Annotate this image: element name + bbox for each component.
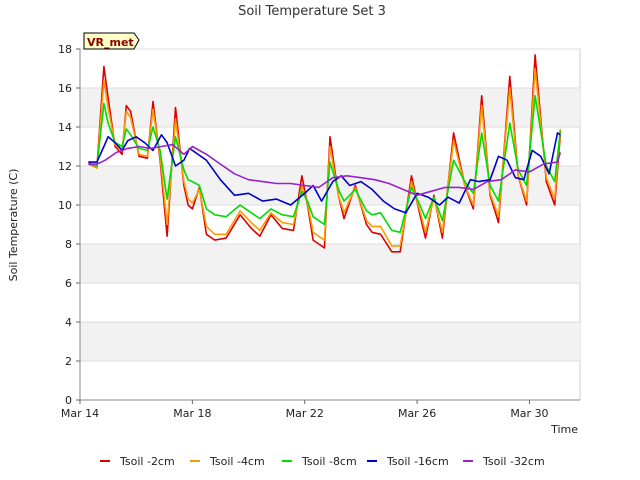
series-line-tsoil-8cm xyxy=(88,95,562,234)
y-tick-label: 16 xyxy=(58,82,72,95)
y-tick-label: 18 xyxy=(58,43,72,56)
vr-met-badge: VR_met xyxy=(83,32,140,50)
legend-label-tsoil-4cm: Tsoil -4cm xyxy=(209,455,265,468)
x-tick-label: Mar 18 xyxy=(173,407,211,420)
series-line-tsoil-16cm xyxy=(88,132,561,214)
x-tick-label: Mar 30 xyxy=(510,407,548,420)
y-tick-label: 4 xyxy=(65,316,72,329)
y-tick-label: 14 xyxy=(58,121,72,134)
legend-label-tsoil-2cm: Tsoil -2cm xyxy=(119,455,175,468)
series-line-tsoil-4cm xyxy=(88,67,562,247)
x-tick-label: Mar 22 xyxy=(286,407,324,420)
grid-band xyxy=(80,322,580,361)
legend-label-tsoil-8cm: Tsoil -8cm xyxy=(301,455,357,468)
y-axis-label: Soil Temperature (C) xyxy=(7,169,20,282)
y-tick-label: 10 xyxy=(58,199,72,212)
legend-label-tsoil-16cm: Tsoil -16cm xyxy=(386,455,449,468)
y-tick-label: 0 xyxy=(65,394,72,407)
y-tick-label: 12 xyxy=(58,160,72,173)
grid-band xyxy=(80,88,580,127)
y-tick-label: 2 xyxy=(65,355,72,368)
plot-area xyxy=(79,48,581,401)
x-axis-label: Time xyxy=(550,423,578,436)
x-tick-label: Mar 14 xyxy=(61,407,99,420)
y-tick-label: 6 xyxy=(65,277,72,290)
series-lines xyxy=(87,54,562,253)
badge-label: VR_met xyxy=(87,36,134,49)
x-tick-label: Mar 26 xyxy=(398,407,436,420)
x-axis: Mar 14 Mar 18 Mar 22 Mar 26 Mar 30 xyxy=(61,399,580,420)
badge-shape xyxy=(83,32,140,50)
chart-title: Soil Temperature Set 3 xyxy=(238,4,386,19)
legend: Tsoil -2cm Tsoil -4cm Tsoil -8cm Tsoil -16c… xyxy=(100,455,545,468)
legend-label-tsoil-32cm: Tsoil -32cm xyxy=(482,455,545,468)
series-line-tsoil-32cm xyxy=(88,143,562,197)
y-axis: 0 2 4 6 8 10 12 14 16 18 xyxy=(58,43,81,407)
y-tick-label: 8 xyxy=(65,238,72,251)
grid-band xyxy=(80,244,580,283)
